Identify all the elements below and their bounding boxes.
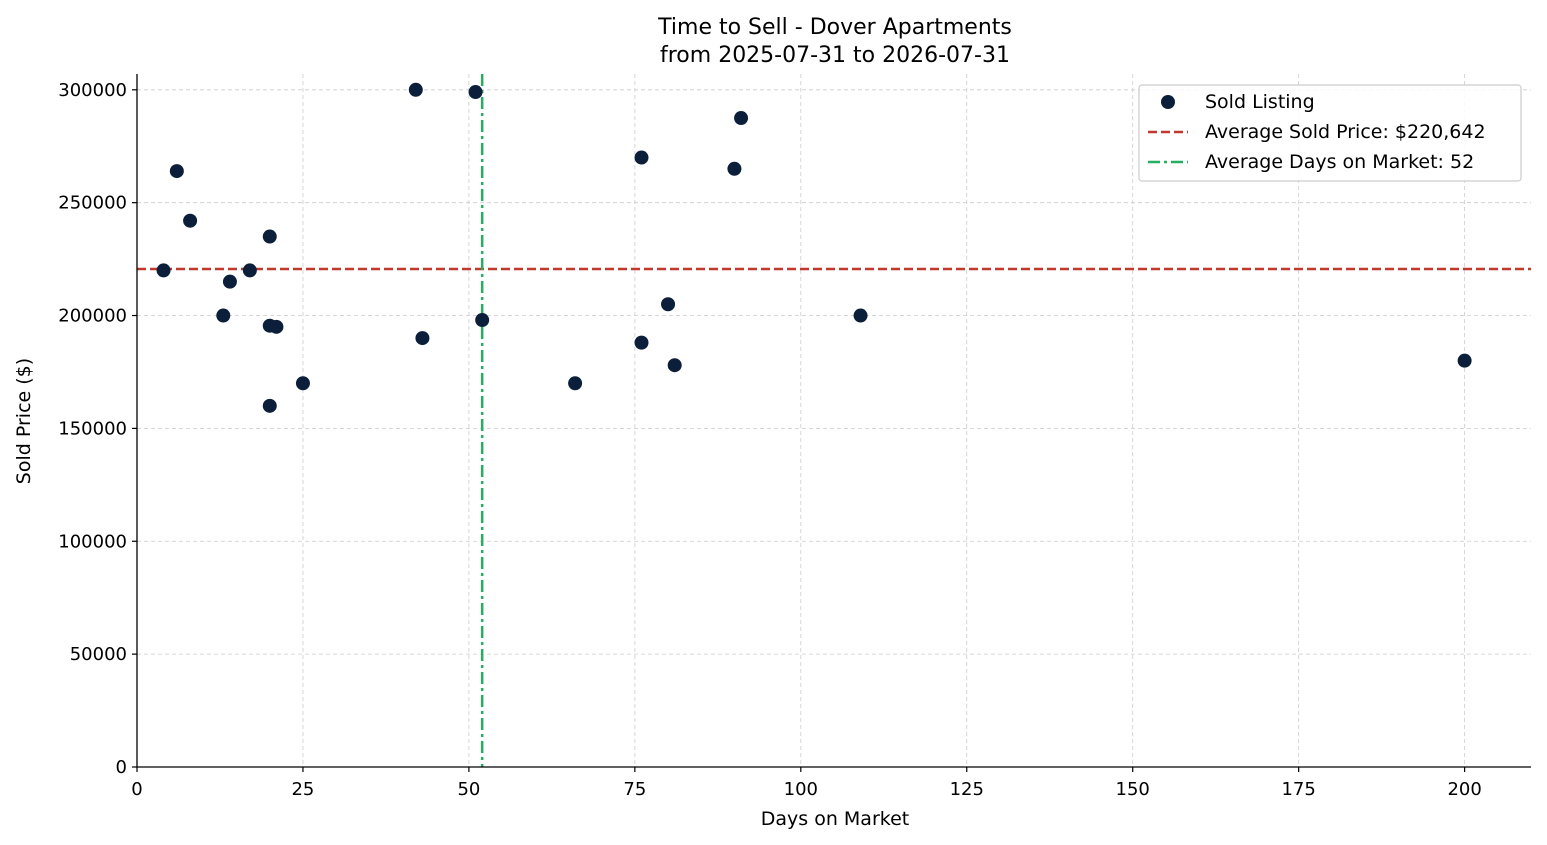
legend-marker-sold-listing <box>1161 95 1175 109</box>
data-point <box>734 111 749 126</box>
data-point <box>634 150 649 165</box>
y-tick-label: 100000 <box>58 531 127 552</box>
data-point <box>727 161 742 176</box>
y-ticks: 0 50000 100000 150000 200000 250000 300000 <box>58 80 137 778</box>
x-tick-label: 25 <box>291 779 314 800</box>
x-tick-label: 75 <box>623 779 646 800</box>
data-point <box>667 358 682 373</box>
data-point <box>169 164 184 179</box>
legend-label-average-sold-price: Average Sold Price: $220,642 <box>1205 121 1486 143</box>
y-tick-label: 150000 <box>58 418 127 439</box>
grid <box>136 74 1531 768</box>
legend: Sold Listing Average Sold Price: $220,64… <box>1138 84 1522 182</box>
data-point <box>183 213 198 228</box>
data-point <box>415 331 430 346</box>
data-point <box>262 398 277 413</box>
x-ticks: 0 25 50 75 100 125 150 175 200 <box>131 767 1482 800</box>
data-point <box>269 319 284 334</box>
chart-subtitle: from 2025-07-31 to 2026-07-31 <box>660 43 1010 68</box>
x-tick-label: 175 <box>1281 779 1315 800</box>
data-point <box>216 308 231 323</box>
legend-label-average-days-on-market: Average Days on Market: 52 <box>1205 151 1474 173</box>
data-point <box>661 297 676 312</box>
data-point <box>853 308 868 323</box>
x-tick-label: 150 <box>1116 779 1150 800</box>
x-tick-label: 0 <box>131 779 142 800</box>
y-tick-label: 250000 <box>58 193 127 214</box>
data-point <box>408 82 423 97</box>
y-tick-label: 300000 <box>58 80 127 101</box>
x-tick-label: 200 <box>1447 779 1481 800</box>
data-point <box>156 263 171 278</box>
x-tick-label: 50 <box>457 779 480 800</box>
data-point <box>468 85 483 100</box>
data-point <box>242 263 257 278</box>
legend-label-sold-listing: Sold Listing <box>1205 91 1315 113</box>
y-axis-label: Sold Price ($) <box>13 358 35 484</box>
data-point <box>634 335 649 350</box>
reference-lines <box>137 74 1531 767</box>
data-point <box>568 376 583 391</box>
x-tick-label: 125 <box>950 779 984 800</box>
x-axis-label: Days on Market <box>761 808 909 830</box>
data-point <box>295 376 310 391</box>
x-tick-label: 100 <box>784 779 818 800</box>
data-points <box>156 82 1472 413</box>
y-tick-label: 0 <box>116 757 127 778</box>
chart-title: Time to Sell - Dover Apartments <box>657 15 1012 40</box>
legend-box <box>1138 84 1522 182</box>
data-point <box>1457 353 1472 368</box>
data-point <box>262 229 277 244</box>
y-tick-label: 50000 <box>70 644 127 665</box>
data-point <box>475 313 490 328</box>
data-point <box>222 274 237 289</box>
y-tick-label: 200000 <box>58 306 127 327</box>
